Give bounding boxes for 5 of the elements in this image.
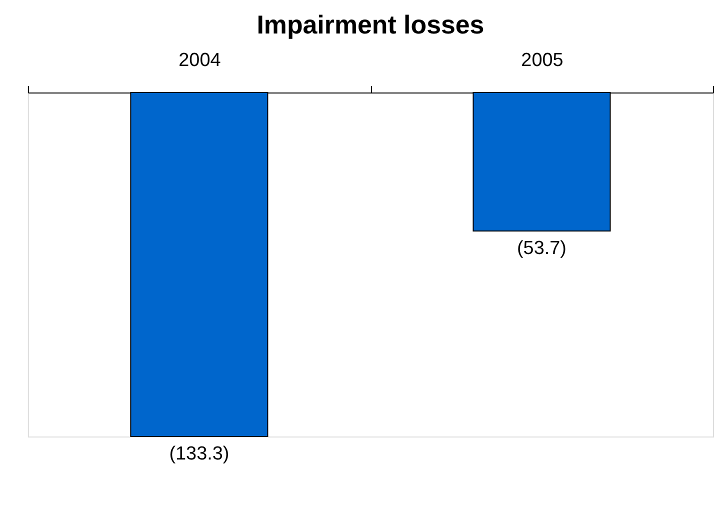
chart-title: Impairment losses <box>256 12 484 40</box>
x-tick-label: 2005 <box>521 50 564 72</box>
data-label: (53.7) <box>516 238 566 259</box>
x-tick-label: 2004 <box>178 50 221 72</box>
data-label: (133.3) <box>169 443 230 464</box>
